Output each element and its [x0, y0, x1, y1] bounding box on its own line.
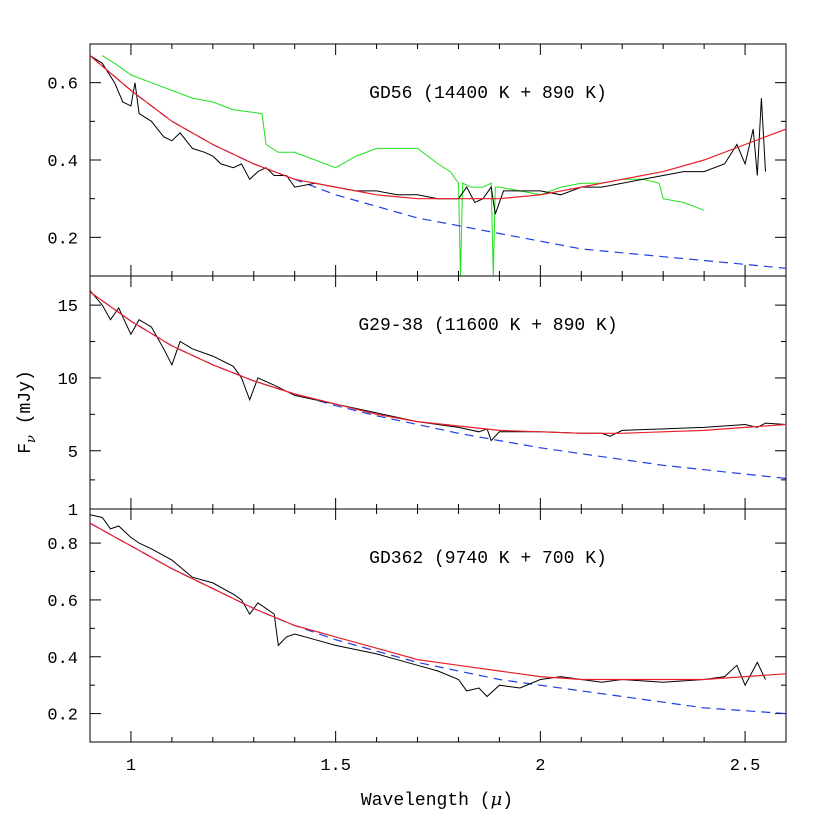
y-tick-label: 0.4 — [47, 650, 78, 669]
y-tick-label: 1 — [68, 502, 78, 521]
y-tick-label: 5 — [68, 444, 78, 463]
y-tick-label: 0.6 — [47, 593, 78, 612]
panel-title-label: GD362 (9740 K + 700 K) — [369, 549, 607, 569]
comparison-spectrum-line — [102, 55, 705, 276]
white-dwarf-model-dashed-line — [90, 55, 786, 269]
y-tick-label: 0.2 — [47, 707, 78, 726]
y-axis-label: Fν (mJy) — [16, 370, 39, 454]
y-tick-label: 0.4 — [47, 153, 78, 172]
x-tick-label: 2 — [535, 757, 545, 776]
y-tick-label: 0.8 — [47, 536, 78, 555]
combined-model-line — [90, 55, 786, 200]
observed-spectrum-line — [90, 290, 786, 442]
y-tick-label: 0.2 — [47, 230, 78, 249]
x-tick-label: 1 — [126, 757, 136, 776]
panel-frame — [89, 508, 787, 743]
x-axis-label: Wavelength (μ) — [361, 789, 513, 811]
panel-title-label: GD56 (14400 K + 890 K) — [369, 84, 607, 104]
observed-spectrum-line — [90, 55, 766, 215]
panel-frame — [89, 275, 787, 510]
y-tick-label: 15 — [58, 298, 78, 317]
y-tick-label: 0.6 — [47, 76, 78, 95]
observed-spectrum-line — [90, 514, 766, 698]
panel-title-label: G29-38 (11600 K + 890 K) — [358, 316, 617, 336]
white-dwarf-model-dashed-line — [90, 522, 786, 715]
x-tick-label: 1.5 — [320, 757, 351, 776]
panel-gd362: 0.2 0.4 0.6 0.8 GD362 (9740 K + 700 K) — [47, 508, 787, 743]
x-tick-label: 2.5 — [730, 757, 761, 776]
combined-model-line — [90, 522, 786, 681]
panel-frame — [89, 43, 787, 277]
y-tick-label: 10 — [58, 371, 78, 390]
panel-gd56: 0.2 0.4 0.6 GD56 (14400 K + 890 K) — [47, 43, 787, 277]
combined-model-line — [90, 291, 786, 434]
x-axis-tick-labels: 1 1.5 2 2.5 — [126, 757, 761, 776]
